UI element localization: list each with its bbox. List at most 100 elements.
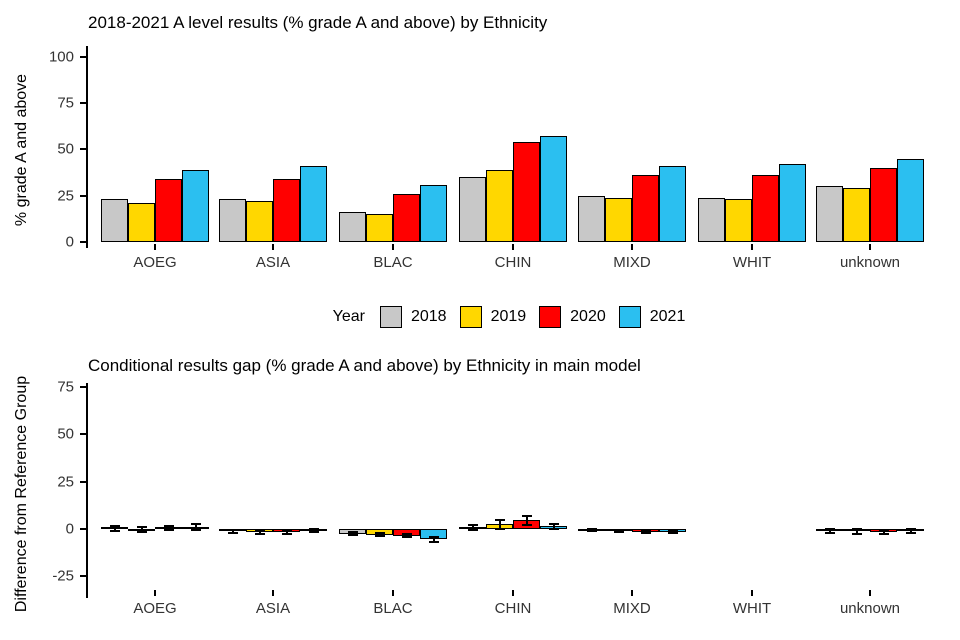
bar-BLAC-2021 (420, 184, 447, 242)
errorbar-cap-top-unknown-2018 (824, 527, 835, 530)
bar-CHIN-2021 (540, 136, 567, 242)
errorbar-unknown-2021 (909, 528, 912, 533)
y-tick-label: 50 (57, 140, 74, 158)
errorbar-cap-bottom-unknown-2021 (905, 531, 916, 534)
y-tick-mark (80, 194, 86, 197)
x-tick-mark (512, 590, 514, 596)
bottom-chart-title: Conditional results gap (% grade A and a… (88, 356, 641, 375)
errorbar-cap-bottom-BLAC-2020 (401, 536, 412, 539)
x-tick-mark (272, 590, 274, 596)
errorbar-cap-top-CHIN-2018 (467, 524, 478, 527)
bar-ASIA-2019 (246, 201, 273, 242)
errorbar-cap-top-BLAC-2018 (347, 531, 358, 534)
x-tick-mark (392, 244, 394, 250)
bar-CHIN-2020 (513, 141, 540, 242)
errorbar-cap-top-MIXD-2021 (667, 529, 678, 532)
bar-MIXD-2018 (578, 195, 605, 242)
x-tick-mark (154, 244, 156, 250)
x-axis-label-CHIN: CHIN (494, 254, 532, 271)
y-tick-label: 0 (65, 233, 74, 251)
errorbar-CHIN-2019 (498, 519, 501, 529)
y-tick-label: 25 (57, 187, 74, 205)
bar-WHIT-2020 (752, 175, 779, 242)
errorbar-MIXD-2019 (617, 529, 620, 533)
x-axis-label-AOEG: AOEG (133, 254, 177, 271)
errorbar-cap-bottom-AOEG-2020 (163, 529, 174, 532)
y-tick-mark (80, 241, 86, 243)
errorbar-cap-bottom-MIXD-2018 (586, 530, 597, 533)
legend-item-2020: 2020 (539, 306, 606, 328)
errorbar-cap-top-MIXD-2019 (613, 528, 624, 531)
errorbar-cap-bottom-unknown-2019 (851, 532, 862, 535)
x-tick-mark (512, 244, 514, 250)
errorbar-cap-bottom-MIXD-2020 (640, 531, 651, 534)
bar-WHIT-2021 (779, 164, 806, 242)
errorbar-cap-top-ASIA-2018 (227, 528, 238, 531)
errorbar-ASIA-2019 (258, 531, 261, 534)
errorbar-unknown-2019 (855, 529, 858, 534)
bar-AOEG-2018 (101, 199, 128, 242)
errorbar-cap-top-ASIA-2021 (308, 528, 319, 530)
errorbar-BLAC-2020 (405, 533, 408, 538)
errorbar-cap-bottom-ASIA-2019 (254, 532, 265, 535)
bar-BLAC-2019 (366, 214, 393, 242)
legend-swatch-2021 (618, 306, 641, 328)
x-tick-mark (154, 590, 156, 596)
errorbar-cap-bottom-MIXD-2021 (667, 531, 678, 534)
bar-unknown-2020 (870, 167, 897, 242)
errorbar-cap-bottom-MIXD-2019 (613, 531, 624, 534)
x-axis-label-MIXD: MIXD (613, 254, 651, 271)
errorbar-cap-bottom-CHIN-2019 (494, 527, 505, 530)
x-tick-mark (631, 244, 633, 250)
errorbar-cap-top-CHIN-2020 (521, 514, 532, 517)
errorbar-cap-bottom-CHIN-2021 (548, 527, 559, 530)
errorbar-cap-top-AOEG-2020 (163, 524, 174, 527)
errorbar-BLAC-2018 (351, 532, 354, 536)
x-tick-mark (869, 590, 871, 596)
x-axis-label-unknown: unknown (839, 600, 901, 617)
x-axis-label-BLAC: BLAC (373, 600, 413, 617)
errorbar-cap-top-BLAC-2019 (374, 531, 385, 534)
legend-swatch-2018 (379, 306, 402, 328)
bar-ASIA-2021 (300, 166, 327, 242)
bar-unknown-2019 (843, 188, 870, 242)
errorbar-cap-top-unknown-2020 (878, 528, 889, 531)
bar-BLAC-2020 (393, 193, 420, 242)
bar-AOEG-2019 (128, 203, 155, 242)
bar-CHIN-2018 (459, 177, 486, 242)
top-chart-title: 2018-2021 A level results (% grade A and… (88, 13, 548, 32)
x-axis-label-ASIA: ASIA (255, 254, 291, 271)
bar-MIXD-2021 (659, 166, 686, 242)
errorbar-cap-top-AOEG-2019 (136, 526, 147, 529)
legend-label: 2020 (570, 308, 606, 325)
errorbar-cap-top-MIXD-2018 (586, 527, 597, 530)
errorbar-cap-top-BLAC-2020 (401, 532, 412, 535)
errorbar-cap-top-BLAC-2021 (428, 536, 439, 539)
y-tick-label: 75 (57, 94, 74, 112)
bar-MIXD-2020 (632, 175, 659, 242)
errorbar-cap-top-unknown-2021 (905, 527, 916, 530)
bar-ASIA-2020 (273, 179, 300, 242)
y-tick-mark (80, 102, 86, 105)
legend-swatch-2020 (539, 306, 562, 328)
errorbar-cap-bottom-BLAC-2019 (374, 535, 385, 538)
errorbar-cap-bottom-AOEG-2021 (190, 528, 201, 531)
bar-BLAC-2018 (339, 212, 366, 242)
errorbar-cap-top-CHIN-2021 (548, 522, 559, 525)
errorbar-BLAC-2021 (432, 537, 435, 542)
errorbar-unknown-2020 (882, 529, 885, 534)
bar-AOEG-2021 (182, 169, 209, 242)
legend: Year 2018 2019 2020 2021 (0, 303, 960, 331)
errorbar-cap-top-AOEG-2018 (109, 525, 120, 528)
x-axis-label-WHIT: WHIT (732, 600, 772, 617)
errorbar-cap-bottom-BLAC-2018 (347, 534, 358, 537)
errorbar-MIXD-2021 (671, 530, 674, 533)
errorbar-cap-bottom-AOEG-2018 (109, 529, 120, 532)
errorbar-BLAC-2019 (378, 532, 381, 537)
errorbar-ASIA-2021 (312, 529, 315, 532)
errorbar-unknown-2018 (828, 528, 831, 533)
x-axis-label-AOEG: AOEG (133, 600, 177, 617)
errorbar-cap-bottom-unknown-2020 (878, 532, 889, 535)
errorbar-cap-bottom-CHIN-2020 (521, 524, 532, 527)
